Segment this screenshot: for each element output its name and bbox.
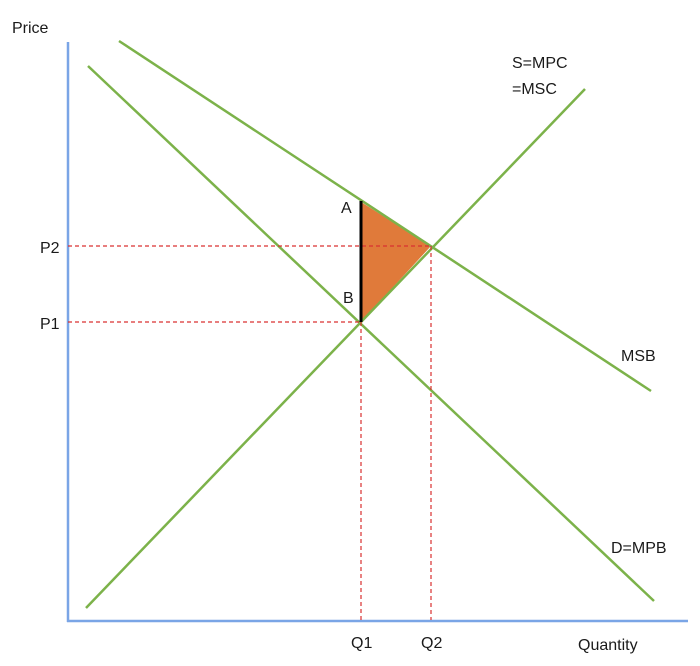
demand-label: D=MPB: [611, 540, 667, 557]
p2-label: P2: [40, 240, 60, 257]
supply-label-line1: S=MPC: [512, 55, 568, 72]
supply-label-line2: =MSC: [512, 81, 557, 98]
y-axis-label: Price: [12, 20, 49, 37]
q2-label: Q2: [421, 635, 442, 652]
demand-curve: [87, 65, 655, 602]
welfare-loss-triangle: [361, 202, 431, 322]
q1-label: Q1: [351, 635, 372, 652]
x-axis-label: Quantity: [578, 637, 638, 654]
supply-curve: [85, 88, 586, 609]
point-a-label: A: [341, 200, 352, 217]
msb-curve: [118, 39, 652, 393]
msb-label: MSB: [621, 348, 656, 365]
point-b-label: B: [343, 290, 354, 307]
p1-label: P1: [40, 316, 60, 333]
